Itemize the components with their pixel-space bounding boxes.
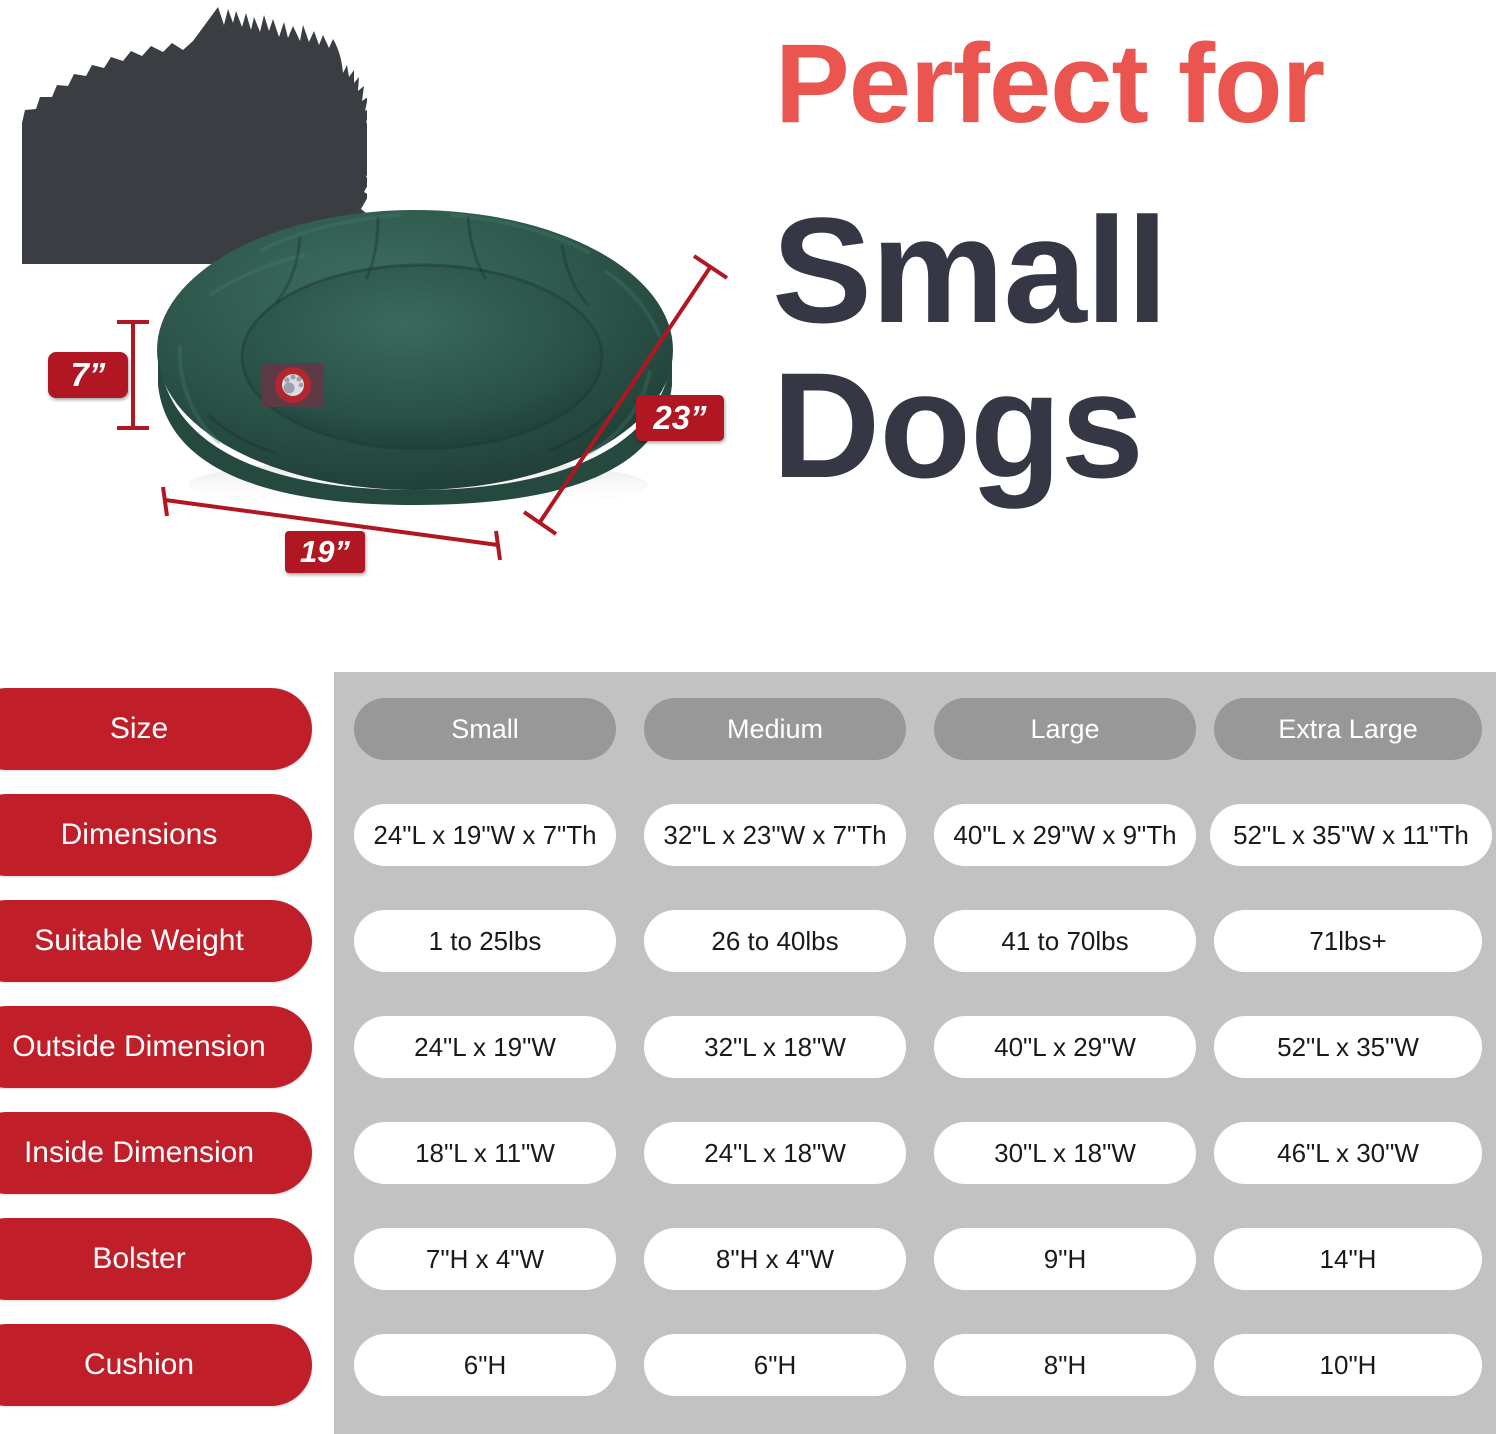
row-label-outside-dimension: Outside Dimension <box>0 1006 312 1088</box>
cell-outside-extra-large: 52"L x 35"W <box>1214 1016 1482 1078</box>
cell-outside-medium: 32"L x 18"W <box>644 1016 906 1078</box>
cell-outside-small: 24"L x 19"W <box>354 1016 616 1078</box>
cell-weight-large: 41 to 70lbs <box>934 910 1196 972</box>
dimension-badge-height: 7” <box>48 352 128 398</box>
headline-main-line-1: Small <box>772 186 1168 354</box>
brand-tag-icon <box>262 363 324 407</box>
cell-weight-extra-large: 71lbs+ <box>1214 910 1482 972</box>
column-header-medium: Medium <box>644 698 906 760</box>
dimension-badge-length: 19” <box>285 531 365 573</box>
cell-bolster-large: 9"H <box>934 1228 1196 1290</box>
cell-cushion-large: 8"H <box>934 1334 1196 1396</box>
row-label-inside-dimension: Inside Dimension <box>0 1112 312 1194</box>
cell-outside-large: 40"L x 29"W <box>934 1016 1196 1078</box>
dog-bed-product-image <box>157 210 673 511</box>
headline-main-line-2: Dogs <box>772 341 1144 509</box>
cell-dimensions-extra-large: 52"L x 35"W x 11"Th <box>1210 804 1492 866</box>
cell-dimensions-large: 40"L x 29"W x 9"Th <box>934 804 1196 866</box>
cell-bolster-medium: 8"H x 4"W <box>644 1228 906 1290</box>
cell-weight-small: 1 to 25lbs <box>354 910 616 972</box>
headline-accent: Perfect for <box>775 21 1325 146</box>
row-label-dimensions: Dimensions <box>0 794 312 876</box>
column-header-small: Small <box>354 698 616 760</box>
cell-dimensions-medium: 32"L x 23"W x 7"Th <box>644 804 906 866</box>
cell-inside-large: 30"L x 18"W <box>934 1122 1196 1184</box>
row-label-bolster: Bolster <box>0 1218 312 1300</box>
cell-inside-small: 18"L x 11"W <box>354 1122 616 1184</box>
cell-weight-medium: 26 to 40lbs <box>644 910 906 972</box>
cell-cushion-extra-large: 10"H <box>1214 1334 1482 1396</box>
cell-bolster-extra-large: 14"H <box>1214 1228 1482 1290</box>
row-label-size: Size <box>0 688 312 770</box>
row-label-suitable-weight: Suitable Weight <box>0 900 312 982</box>
dimension-badge-width: 23” <box>636 395 724 441</box>
hero-section: 7” 23” 19” Perfect for Small Dogs <box>0 0 1500 660</box>
cell-inside-medium: 24"L x 18"W <box>644 1122 906 1184</box>
cell-cushion-medium: 6"H <box>644 1334 906 1396</box>
cell-cushion-small: 6"H <box>354 1334 616 1396</box>
cell-bolster-small: 7"H x 4"W <box>354 1228 616 1290</box>
spec-table: Size Dimensions Suitable Weight Outside … <box>0 672 1500 1434</box>
cell-inside-extra-large: 46"L x 30"W <box>1214 1122 1482 1184</box>
column-header-extra-large: Extra Large <box>1214 698 1482 760</box>
dimension-lines <box>117 254 729 561</box>
row-label-cushion: Cushion <box>0 1324 312 1406</box>
cell-dimensions-small: 24"L x 19"W x 7"Th <box>354 804 616 866</box>
column-header-large: Large <box>934 698 1196 760</box>
